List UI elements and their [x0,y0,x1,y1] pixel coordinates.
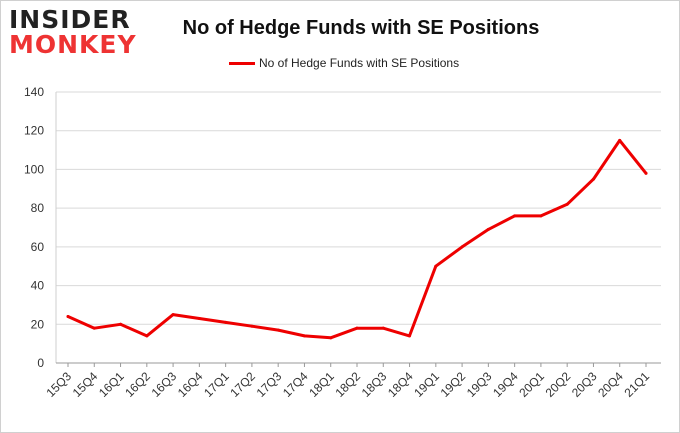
data-point [171,313,175,317]
x-tick-label: 17Q2 [227,369,258,400]
x-tick-label: 18Q2 [332,369,363,400]
data-point [486,227,490,231]
x-tick-label: 20Q1 [516,369,547,400]
data-point [565,202,569,206]
data-point [408,334,412,338]
data-point [250,324,254,328]
data-point [460,245,464,249]
chart-legend: No of Hedge Funds with SE Positions [229,55,459,71]
y-tick-label: 20 [31,317,45,331]
x-tick-label: 15Q4 [70,369,101,400]
x-tick-label: 16Q3 [149,369,180,400]
x-tick-label: 19Q2 [438,369,469,400]
x-tick-label: 17Q1 [201,369,232,400]
chart-title: No of Hedge Funds with SE Positions [182,17,540,39]
x-tick-label: 19Q4 [490,369,521,400]
x-tick-label: 19Q3 [464,369,495,400]
data-point [224,320,228,324]
x-tick-label: 16Q1 [96,369,127,400]
series-line [66,138,648,340]
x-tick-label: 20Q4 [595,369,626,400]
data-point [66,315,70,319]
legend-line-swatch [229,61,255,65]
y-tick-label: 40 [31,279,45,293]
y-tick-label: 0 [37,356,44,370]
insider-monkey-logo: INSIDER MONKEY [9,7,139,59]
logo-text-bottom: MONKEY [9,30,137,59]
data-point [644,171,648,175]
data-point [119,322,123,326]
x-tick-label: 20Q2 [543,369,574,400]
data-point [329,336,333,340]
x-tick-label: 18Q3 [359,369,390,400]
x-tick-label: 19Q1 [411,369,442,400]
x-tick-label: 18Q4 [385,369,416,400]
data-point [434,264,438,268]
y-tick-label: 60 [31,240,45,254]
logo-text-top: INSIDER [9,5,131,34]
x-tick-label: 16Q4 [175,369,206,400]
data-point [539,214,543,218]
y-tick-label: 100 [24,162,44,176]
legend-label: No of Hedge Funds with SE Positions [259,56,460,70]
data-point [355,326,359,330]
x-tick-label: 17Q4 [280,369,311,400]
x-tick-label: 16Q2 [122,369,153,400]
data-point [276,328,280,332]
x-tick-label: 20Q3 [569,369,600,400]
data-point [302,334,306,338]
x-tick-label: 21Q1 [621,369,652,400]
data-point [145,334,149,338]
x-tick-label: 18Q1 [306,369,337,400]
data-point [513,214,517,218]
y-tick-label: 140 [24,85,44,99]
x-tick-label: 17Q3 [254,369,285,400]
x-tick-label: 15Q3 [43,369,74,400]
y-tick-label: 80 [31,201,45,215]
y-tick-label: 120 [24,124,44,138]
data-point [92,326,96,330]
data-point [381,326,385,330]
data-point [591,177,595,181]
data-point [618,138,622,142]
data-point [197,316,201,320]
